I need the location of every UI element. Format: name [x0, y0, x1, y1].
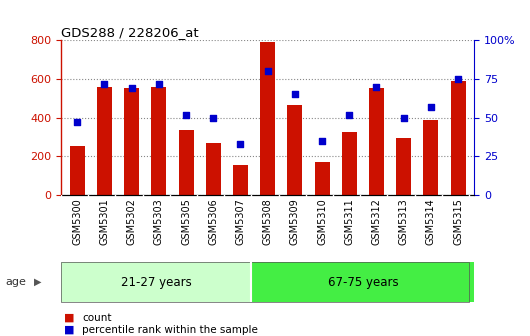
Bar: [233, 165, 248, 195]
Point: [318, 138, 326, 143]
Point: [73, 120, 82, 125]
Text: GSM5302: GSM5302: [127, 198, 137, 245]
Point: [427, 104, 435, 110]
Bar: [260, 42, 275, 195]
Bar: [396, 138, 411, 195]
Bar: [152, 87, 166, 195]
Text: 21-27 years: 21-27 years: [121, 276, 191, 289]
Text: ■: ■: [64, 325, 74, 335]
Point: [290, 92, 299, 97]
Point: [209, 115, 217, 120]
Text: GSM5313: GSM5313: [399, 198, 409, 245]
Text: GSM5301: GSM5301: [100, 198, 110, 245]
Point: [263, 69, 272, 74]
Point: [345, 112, 354, 117]
Text: ■: ■: [64, 312, 74, 323]
Point: [182, 112, 190, 117]
Text: percentile rank within the sample: percentile rank within the sample: [82, 325, 258, 335]
Bar: [287, 105, 302, 195]
Text: ▶: ▶: [34, 277, 42, 287]
Text: GSM5310: GSM5310: [317, 198, 327, 245]
Point: [236, 141, 245, 146]
Bar: [61, 262, 251, 302]
Bar: [70, 145, 85, 195]
Text: GSM5315: GSM5315: [453, 198, 463, 245]
Bar: [315, 162, 330, 195]
Text: GSM5308: GSM5308: [263, 198, 272, 245]
Point: [454, 76, 462, 82]
Text: GSM5305: GSM5305: [181, 198, 191, 245]
Bar: [369, 88, 384, 195]
Text: GSM5306: GSM5306: [208, 198, 218, 245]
Text: GDS288 / 228206_at: GDS288 / 228206_at: [61, 26, 199, 39]
Bar: [97, 87, 112, 195]
Point: [372, 84, 381, 89]
Bar: [423, 121, 438, 195]
Bar: [342, 132, 357, 195]
Bar: [450, 81, 465, 195]
Text: age: age: [5, 277, 26, 287]
Point: [127, 86, 136, 91]
Text: GSM5311: GSM5311: [344, 198, 354, 245]
Bar: [251, 262, 474, 302]
Point: [155, 81, 163, 86]
Text: 67-75 years: 67-75 years: [328, 276, 398, 289]
Text: count: count: [82, 312, 112, 323]
Text: GSM5300: GSM5300: [72, 198, 82, 245]
Text: GSM5303: GSM5303: [154, 198, 164, 245]
Text: GSM5309: GSM5309: [290, 198, 300, 245]
Text: GSM5312: GSM5312: [372, 198, 382, 245]
Text: GSM5314: GSM5314: [426, 198, 436, 245]
Bar: [206, 143, 220, 195]
Point: [400, 115, 408, 120]
Bar: [179, 130, 193, 195]
Point: [100, 81, 109, 86]
Text: GSM5307: GSM5307: [235, 198, 245, 245]
Bar: [124, 88, 139, 195]
